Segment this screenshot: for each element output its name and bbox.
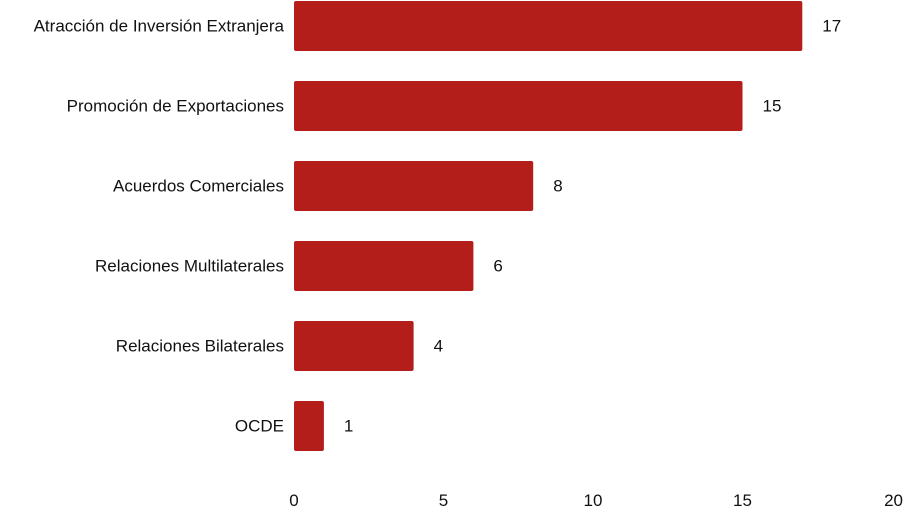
x-tick-label-15: 15 xyxy=(733,491,752,510)
category-label-ocde: OCDE xyxy=(235,417,284,436)
category-label-promocion-de-exportaciones: Promoción de Exportaciones xyxy=(67,97,284,116)
category-labels: Atracción de Inversión Extranjera Promoci… xyxy=(34,17,285,436)
value-label-relaciones-bilaterales: 4 xyxy=(434,337,443,356)
bar-relaciones-bilaterales xyxy=(294,321,414,371)
value-label-atraccion-de-inversion-extranjera: 17 xyxy=(822,17,841,36)
value-labels: 17 15 8 6 4 1 xyxy=(344,17,841,436)
bar-acuerdos-comerciales xyxy=(294,161,534,211)
x-tick-label-0: 0 xyxy=(289,491,298,510)
category-label-relaciones-multilaterales: Relaciones Multilaterales xyxy=(95,257,284,276)
x-tick-label-5: 5 xyxy=(439,491,448,510)
category-label-acuerdos-comerciales: Acuerdos Comerciales xyxy=(113,177,284,196)
bar-atraccion-de-inversion-extranjera xyxy=(294,1,803,51)
x-tick-label-20: 20 xyxy=(884,491,903,510)
bars-layer xyxy=(294,1,803,451)
bar-relaciones-multilaterales xyxy=(294,241,474,291)
value-label-ocde: 1 xyxy=(344,417,353,436)
value-label-acuerdos-comerciales: 8 xyxy=(553,177,562,196)
bar-promocion-de-exportaciones xyxy=(294,81,743,131)
value-label-relaciones-multilaterales: 6 xyxy=(493,257,502,276)
value-label-promocion-de-exportaciones: 15 xyxy=(763,97,782,116)
x-axis: 0 5 10 15 20 xyxy=(289,491,903,510)
bar-ocde xyxy=(294,401,324,451)
x-tick-label-10: 10 xyxy=(584,491,603,510)
category-label-atraccion-de-inversion-extranjera: Atracción de Inversión Extranjera xyxy=(34,17,285,36)
category-label-relaciones-bilaterales: Relaciones Bilaterales xyxy=(116,337,284,356)
